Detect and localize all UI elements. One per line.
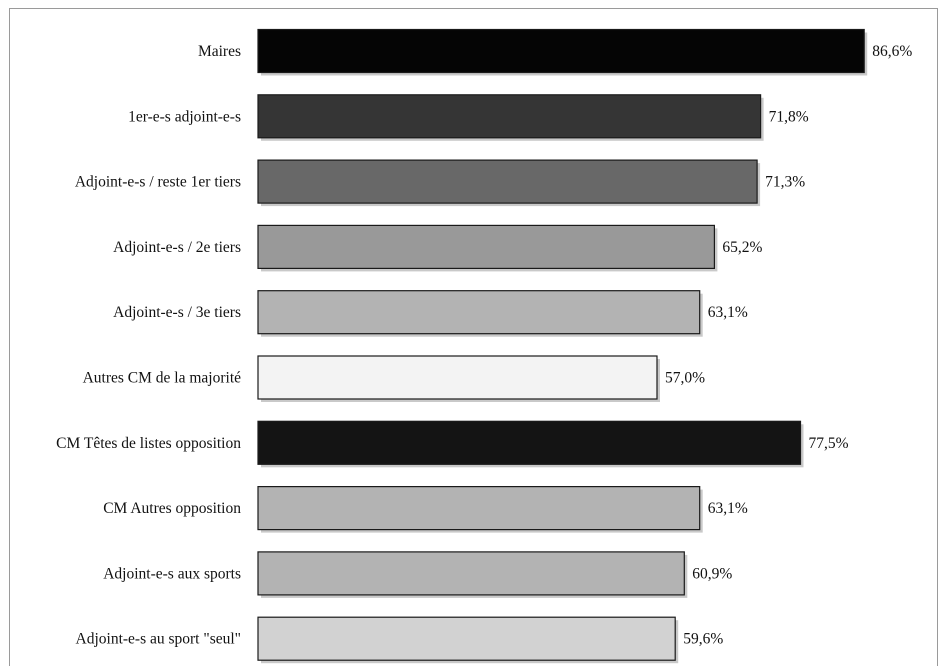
category-label: Adjoint-e-s / 3e tiers <box>113 304 241 321</box>
bar <box>257 355 658 400</box>
value-label: 71,8% <box>769 108 809 125</box>
bar <box>257 94 762 139</box>
chart-frame <box>9 8 938 666</box>
bar <box>257 290 701 335</box>
category-label: CM Autres opposition <box>103 500 241 517</box>
value-label: 65,2% <box>722 239 762 256</box>
bar <box>257 159 758 204</box>
value-label: 63,1% <box>708 304 748 321</box>
category-label: Adjoint-e-s / 2e tiers <box>113 239 241 256</box>
bar <box>257 551 685 596</box>
category-label: Maires <box>198 43 241 60</box>
side-watermark <box>928 40 942 270</box>
bar <box>257 224 715 269</box>
category-label: CM Têtes de listes opposition <box>56 435 241 452</box>
category-label: 1er-e-s adjoint-e-s <box>128 108 241 125</box>
bar <box>257 28 865 74</box>
value-label: 71,3% <box>765 174 805 191</box>
category-label: Autres CM de la majorité <box>83 370 242 387</box>
category-label: Adjoint-e-s au sport "seul" <box>76 631 241 648</box>
value-label: 77,5% <box>809 435 849 452</box>
category-label: Adjoint-e-s / reste 1er tiers <box>75 174 241 191</box>
labels-layer: Maires 86,6% 1er-e-s adjoint-e-s 71,8% Adjoi… <box>56 43 912 648</box>
category-label: Adjoint-e-s aux sports <box>103 565 241 582</box>
value-label: 60,9% <box>692 565 732 582</box>
value-label: 57,0% <box>665 370 705 387</box>
bars-layer <box>257 28 868 664</box>
bar <box>257 486 701 531</box>
value-label: 63,1% <box>708 500 748 517</box>
bar <box>257 420 802 465</box>
value-label: 59,6% <box>683 631 723 648</box>
bar <box>257 616 676 661</box>
value-label: 86,6% <box>872 43 912 60</box>
